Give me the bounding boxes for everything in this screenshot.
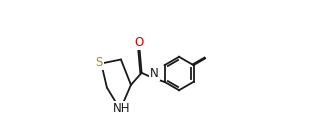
Text: N: N — [150, 67, 159, 80]
Text: O: O — [134, 36, 144, 49]
Text: H: H — [151, 68, 160, 78]
Text: NH: NH — [113, 102, 130, 115]
Text: S: S — [95, 56, 103, 69]
